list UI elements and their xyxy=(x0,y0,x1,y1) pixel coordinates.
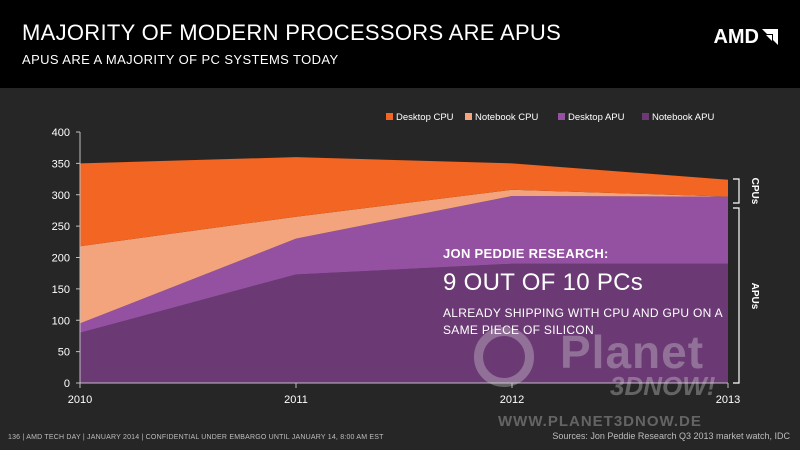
apus-bracket xyxy=(733,207,740,384)
y-tick-label: 150 xyxy=(52,284,70,296)
footer-source: Sources: Jon Peddie Research Q3 2013 mar… xyxy=(552,431,790,441)
callout-heading: JON PEDDIE RESEARCH: xyxy=(443,246,609,261)
cpus-bracket xyxy=(733,178,740,204)
area-desktop-apu xyxy=(80,196,728,333)
area-desktop-cpu xyxy=(80,157,728,247)
amd-logo: AMD xyxy=(713,26,778,49)
slide-title: MAJORITY OF MODERN PROCESSORS ARE APUS xyxy=(22,20,562,45)
y-tick-label: 100 xyxy=(52,315,70,327)
y-tick-label: 200 xyxy=(52,253,70,265)
chart-brackets: CPUs APUs xyxy=(733,178,760,384)
legend-label-desktop-cpu: Desktop CPU xyxy=(396,112,454,123)
area-notebook-apu xyxy=(80,263,728,383)
x-tick-label: 2012 xyxy=(500,394,524,406)
x-tick-label: 2011 xyxy=(284,394,308,406)
y-tick-label: 50 xyxy=(58,347,70,359)
legend-label-desktop-apu: Desktop APU xyxy=(568,112,625,123)
x-tick-label: 2013 xyxy=(716,394,740,406)
legend-label-notebook-cpu: Notebook CPU xyxy=(475,112,539,123)
slide-header: MAJORITY OF MODERN PROCESSORS ARE APUS A… xyxy=(0,0,800,88)
x-tick-label: 2010 xyxy=(68,394,92,406)
legend-label-notebook-apu: Notebook APU xyxy=(652,112,714,123)
callout-big: 9 OUT OF 10 PCs xyxy=(443,269,644,296)
y-tick-label: 350 xyxy=(52,158,70,170)
chart-areas xyxy=(80,157,728,383)
legend-swatch-notebook-cpu xyxy=(465,113,472,120)
legend-swatch-desktop-apu xyxy=(558,113,565,120)
stacked-area-chart: 0 50 100 150 200 250 300 350 400 2010 2011 2012 2013… xyxy=(52,112,760,406)
y-tick-label: 300 xyxy=(52,190,70,202)
logo-text: AMD xyxy=(713,26,759,48)
chart-axes: 0 50 100 150 200 250 300 350 400 2010 2011 2012 2013 xyxy=(52,127,741,406)
footer-info: 136 | AMD TECH DAY | JANUARY 2014 | CONF… xyxy=(8,434,384,441)
area-notebook-cpu xyxy=(80,189,728,324)
chart-legend: Desktop CPU Notebook CPU Desktop APU Notebo… xyxy=(386,112,714,123)
amd-arrow-icon xyxy=(762,28,778,45)
legend-swatch-notebook-apu xyxy=(642,113,649,120)
y-tick-label: 400 xyxy=(52,127,70,139)
slide-subtitle: APUS ARE A MAJORITY OF PC SYSTEMS TODAY xyxy=(22,52,339,67)
research-callout: JON PEDDIE RESEARCH: 9 OUT OF 10 PCs ALR… xyxy=(443,246,743,339)
callout-body: ALREADY SHIPPING WITH CPU AND GPU ON A S… xyxy=(443,306,723,337)
legend-swatch-desktop-cpu xyxy=(386,113,393,120)
cpus-label: CPUs xyxy=(749,178,760,205)
y-tick-label: 0 xyxy=(64,378,70,390)
apus-label: APUs xyxy=(749,283,760,310)
y-tick-label: 250 xyxy=(52,221,70,233)
